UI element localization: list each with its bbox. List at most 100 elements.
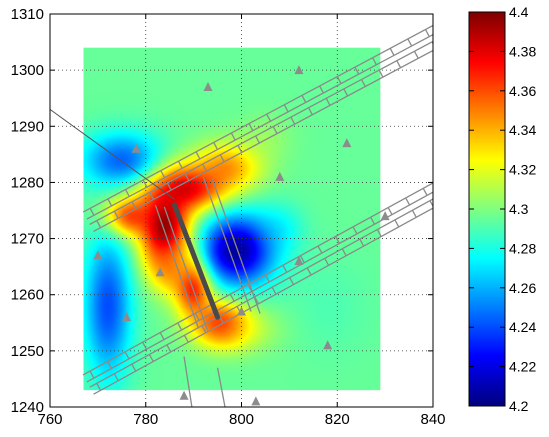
tunnel-rung: [394, 219, 400, 228]
tunnel-rung: [360, 79, 366, 87]
tunnel-rung: [213, 142, 219, 150]
tunnel-rung: [378, 69, 384, 78]
station-marker: [380, 211, 390, 221]
x-tick-label: 820: [325, 411, 350, 428]
colorbar: 4.2 4.22 4.24 4.26 4.28 4.3 4.32 4.34 4.36 4.38 4.…: [468, 4, 536, 414]
station-marker: [155, 267, 165, 277]
tunnel-rung: [450, 32, 454, 39]
tunnel-rung: [107, 198, 113, 207]
tunnel-rung: [248, 123, 254, 131]
tunnel-rung: [264, 274, 270, 283]
tunnel-rung: [255, 135, 260, 144]
y-tick-label: 1310: [11, 6, 44, 23]
tunnel-rung: [96, 220, 102, 228]
colorbar-tick-label: 4.3: [509, 201, 529, 217]
tunnel-rung: [166, 344, 172, 353]
tunnel-rung: [413, 50, 419, 59]
colorbar-tick-label: 4.32: [509, 162, 536, 178]
colorbar-tick-label: 4.36: [509, 83, 536, 99]
tunnel-rung: [229, 293, 235, 302]
colorbar-tick-label: 4.4: [509, 4, 529, 20]
tunnel-rung: [429, 200, 433, 208]
colorbar-tick-label: 4.26: [509, 280, 536, 296]
tunnel-rung: [325, 98, 331, 106]
tunnel-rung: [271, 286, 277, 295]
tunnel-rung: [201, 325, 207, 333]
tunnel-rung: [317, 245, 323, 254]
colorbar-tick-label: 4.24: [509, 319, 536, 335]
station-marker: [237, 306, 246, 316]
station-marker: [323, 340, 333, 350]
tunnel-rung: [166, 182, 172, 191]
y-tick-label: 1280: [11, 174, 44, 191]
shaft-line: [216, 367, 226, 407]
heatmap-surface: [83, 47, 381, 391]
colorbar-tick-label: 4.34: [509, 122, 536, 138]
tunnel-rung: [306, 267, 312, 276]
map-overlays: [50, 20, 454, 407]
tunnel-rung: [299, 255, 305, 263]
tunnel-rung: [341, 248, 347, 257]
tunnel-rung: [183, 334, 189, 343]
y-tick-label: 1250: [11, 343, 44, 360]
tunnel-wall: [93, 49, 433, 233]
tunnel-rung: [177, 322, 183, 331]
tunnel-rung: [113, 210, 119, 219]
tunnel-rung: [336, 76, 342, 84]
station-marker: [131, 143, 141, 153]
tunnel-rung: [283, 104, 289, 113]
tunnel-rung: [113, 373, 119, 382]
x-tick-label: 760: [37, 411, 62, 428]
tunnel-rung: [159, 332, 165, 340]
fault-line: [171, 202, 221, 320]
station-marker: [251, 396, 261, 406]
tunnel-rung: [202, 163, 208, 172]
y-tick-label: 1260: [11, 287, 44, 304]
station-marker: [294, 65, 304, 75]
tunnel-rung: [343, 88, 349, 97]
tunnel-rung: [307, 107, 313, 116]
tunnel-rung: [371, 57, 377, 66]
tunnel-rung: [407, 38, 413, 47]
tunnel-rung: [177, 160, 183, 169]
tunnel-rung: [237, 145, 243, 153]
tunnel-rung: [387, 207, 393, 215]
tunnel-rung: [352, 226, 358, 235]
tunnel-wall: [86, 191, 433, 383]
x-tick-label: 840: [420, 411, 445, 428]
tunnel-rung: [324, 258, 330, 266]
x-tick-label: 800: [229, 411, 254, 428]
tunnel-rung: [443, 20, 447, 27]
tunnel-rung: [89, 370, 95, 379]
tunnel-rung: [441, 179, 445, 186]
tunnel-rung: [289, 277, 295, 285]
tunnel-rung: [422, 188, 428, 196]
tunnel-rung: [142, 341, 148, 350]
axis-ticks: 760 780 800 820 840 1240 1250 1260 1270 1280 1290 1…: [11, 6, 446, 428]
tunnel-rung: [370, 216, 376, 225]
colorbar-tick-label: 4.22: [509, 359, 536, 375]
tunnel-rung: [247, 284, 253, 292]
tunnel-rung: [89, 207, 95, 216]
tunnel-rung: [319, 85, 324, 94]
tunnel-rung: [218, 315, 224, 324]
tunnel-rung: [376, 229, 382, 237]
tunnel-rung: [354, 66, 360, 75]
heatmap-image: [83, 47, 381, 391]
y-tick-label: 1240: [11, 399, 44, 416]
tunnel-rung: [424, 29, 430, 37]
tunnel-rung: [405, 197, 411, 206]
colorbar-tick-label: 4.2: [509, 398, 529, 414]
tunnel-rung: [142, 179, 148, 188]
station-marker: [122, 312, 132, 322]
shaft-line: [211, 178, 261, 314]
tunnel-rung: [160, 170, 166, 178]
tunnel-rung: [389, 48, 395, 56]
tunnel-rung: [272, 126, 278, 134]
tunnel-rung: [230, 132, 236, 141]
tunnel-rung: [195, 151, 201, 160]
tunnel-rung: [124, 189, 130, 197]
tunnel-rung: [148, 354, 154, 362]
station-marker: [342, 138, 352, 148]
tunnel-rung: [124, 351, 130, 360]
